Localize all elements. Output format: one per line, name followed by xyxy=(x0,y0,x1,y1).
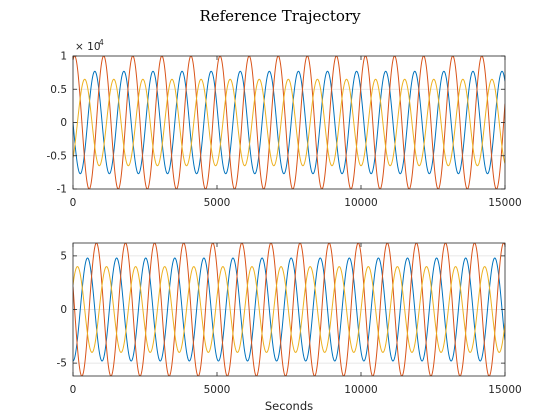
figure-title: Reference Trajectory xyxy=(199,7,361,25)
x-tick-label: 0 xyxy=(70,197,77,209)
series-line-2 xyxy=(73,56,505,189)
y-tick-label: -0.5 xyxy=(47,150,68,162)
series-group xyxy=(73,56,505,189)
y-exponent-label: × 10 xyxy=(75,41,101,53)
series-line-2 xyxy=(73,243,505,376)
x-tick-label: 5000 xyxy=(204,384,231,396)
y-tick-label: 0 xyxy=(60,117,67,129)
x-axis-label: Seconds xyxy=(265,399,313,413)
x-tick-label: 10000 xyxy=(344,197,377,209)
y-tick-label: 5 xyxy=(60,250,67,262)
x-tick-label: 5000 xyxy=(204,197,231,209)
y-tick-label: -5 xyxy=(57,358,67,370)
y-tick-label: -1 xyxy=(57,184,67,196)
series-line-1 xyxy=(73,257,505,362)
top-axes: 0 5000 10000 15000 -1 -0.5 0 0.5 1 × 104 xyxy=(47,38,522,209)
x-tick-label: 15000 xyxy=(488,197,521,209)
x-tick-label: 15000 xyxy=(488,384,521,396)
series-group xyxy=(73,243,505,376)
series-line-3 xyxy=(73,266,505,353)
x-tick-label: 0 xyxy=(70,384,77,396)
series-line-3 xyxy=(73,78,505,167)
bottom-axes: 0 5000 10000 15000 -5 0 5 Seconds xyxy=(57,242,522,413)
y-tick-label: 0.5 xyxy=(50,84,67,96)
x-tick-label: 10000 xyxy=(344,384,377,396)
y-exponent-power: 4 xyxy=(99,38,104,47)
series-line-1 xyxy=(73,70,505,175)
y-tick-label: 0 xyxy=(60,304,67,316)
y-tick-label: 1 xyxy=(60,51,67,63)
